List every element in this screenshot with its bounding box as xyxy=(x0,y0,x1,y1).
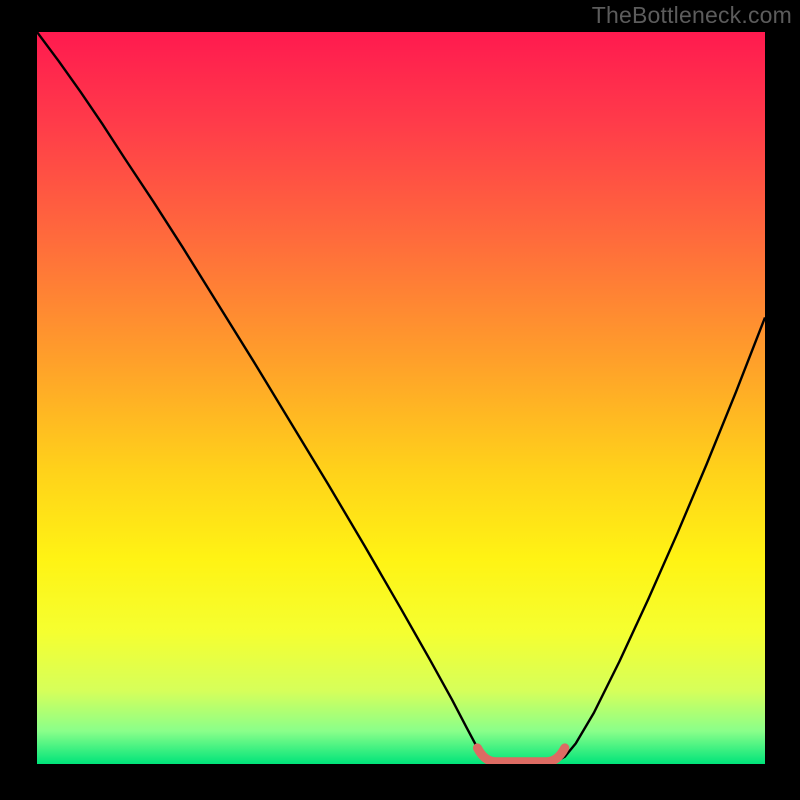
plot-background xyxy=(37,32,765,764)
chart-svg xyxy=(37,32,765,764)
plot-area xyxy=(37,32,765,764)
chart-frame: TheBottleneck.com xyxy=(0,0,800,800)
watermark-text: TheBottleneck.com xyxy=(592,2,792,29)
